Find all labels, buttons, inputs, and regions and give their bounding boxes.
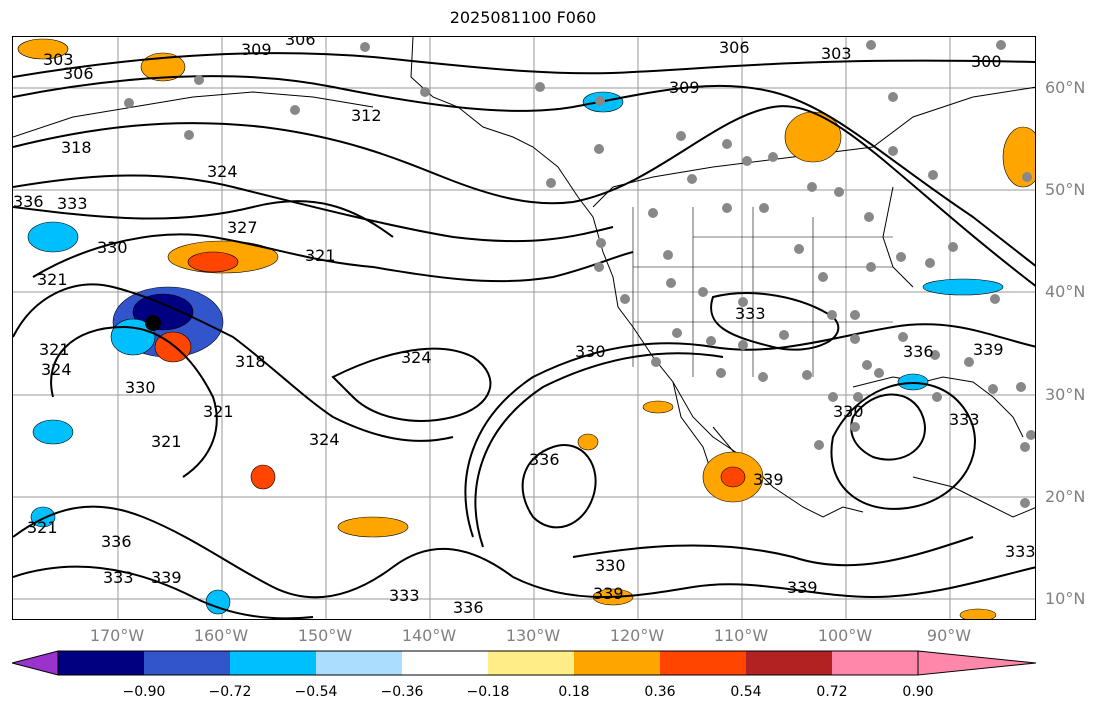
contour-label: 321 — [37, 270, 68, 289]
contour-label: 336 — [13, 192, 44, 211]
contour-label: 330 — [125, 378, 156, 397]
contour-label: 312 — [351, 106, 382, 125]
colorbar — [12, 650, 1036, 676]
contour-label: 336 — [453, 598, 484, 617]
lon-label: 100°W — [817, 626, 873, 645]
contour-label: 333 — [103, 568, 134, 587]
colorbar-swatch — [144, 651, 230, 675]
colorbar-tick: 0.72 — [816, 684, 848, 700]
contour-label: 321 — [39, 340, 70, 359]
lon-label: 90°W — [926, 626, 972, 645]
contour-label: 324 — [309, 430, 340, 449]
lat-label: 50°N — [1045, 180, 1086, 199]
lon-label: 170°W — [89, 626, 145, 645]
contour-label: 333 — [949, 410, 980, 429]
colorbar-tick: 0.36 — [644, 684, 676, 700]
contour-label: 306 — [63, 64, 94, 83]
state-borders — [632, 207, 893, 377]
colorbar-swatch — [488, 651, 574, 675]
colorbar-swatch — [746, 651, 832, 675]
map-panel: 303 306 309 306 306 303 300 309 312 318 … — [12, 36, 1036, 620]
lon-label: 160°W — [193, 626, 249, 645]
colorbar-swatch — [58, 651, 144, 675]
contours — [13, 52, 1035, 619]
lon-label: 120°W — [609, 626, 665, 645]
contour-label: 321 — [203, 402, 234, 421]
contour-label: 318 — [61, 138, 92, 157]
lat-label: 10°N — [1045, 589, 1086, 608]
contour-label: 339 — [753, 470, 784, 489]
contour-label: 303 — [43, 50, 74, 69]
contour-label: 333 — [57, 194, 88, 213]
colorbar-tick: −0.72 — [208, 684, 252, 700]
contour-label: 321 — [151, 432, 182, 451]
contour-label: 333 — [735, 304, 766, 323]
contour-label: 330 — [595, 556, 626, 575]
contour-label: 300 — [971, 52, 1002, 71]
contour-label: 327 — [227, 218, 258, 237]
colorbar-swatch — [316, 651, 402, 675]
colorbar-tick: 0.18 — [558, 684, 590, 700]
contour-label: 309 — [669, 78, 700, 97]
lon-label: 130°W — [505, 626, 561, 645]
contour-label: 330 — [97, 238, 128, 257]
contour-label: 321 — [27, 518, 58, 537]
colorbar-tick: −0.90 — [122, 684, 166, 700]
contour-label: 336 — [101, 532, 132, 551]
colorbar-tick: 0.54 — [730, 684, 762, 700]
lon-label: 110°W — [713, 626, 769, 645]
lat-label: 40°N — [1045, 282, 1086, 301]
contour-label: 324 — [207, 162, 238, 181]
contour-label: 324 — [401, 348, 432, 367]
contour-label: 339 — [151, 568, 182, 587]
colorbar-swatch — [402, 651, 488, 675]
station-dots — [124, 40, 1035, 508]
colorbar-tick: −0.18 — [466, 684, 510, 700]
map-title: 2025081100 F060 — [449, 8, 597, 27]
colorbar-extend-high — [917, 650, 1036, 676]
contour-label: 324 — [41, 360, 72, 379]
contour-label: 321 — [305, 246, 336, 265]
contour-label: 330 — [575, 342, 606, 361]
lat-label: 30°N — [1045, 385, 1086, 404]
contour-label: 336 — [529, 450, 560, 469]
contour-label: 303 — [821, 44, 852, 63]
lon-label: 150°W — [297, 626, 353, 645]
storm-center-marker — [145, 315, 161, 331]
colorbar-swatch — [660, 651, 746, 675]
contour-label: 330 — [833, 402, 864, 421]
contour-label: 333 — [389, 586, 420, 605]
contour-label: 336 — [903, 342, 934, 361]
colorbar-swatch — [574, 651, 660, 675]
contour-label: 318 — [235, 352, 266, 371]
contour-label: 333 — [1005, 542, 1036, 561]
lon-label: 140°W — [401, 626, 457, 645]
contour-label: 309 — [241, 40, 272, 59]
colorbar-tick: −0.54 — [294, 684, 338, 700]
lat-label: 60°N — [1045, 78, 1086, 97]
contour-label: 339 — [973, 340, 1004, 359]
colorbar-tick: −0.36 — [380, 684, 424, 700]
contour-labels: 303 306 309 306 306 303 300 309 312 318 … — [13, 37, 1036, 617]
lat-label: 20°N — [1045, 487, 1086, 506]
colorbar-swatch — [832, 651, 918, 675]
colorbar-tick: 0.90 — [902, 684, 934, 700]
contour-label: 339 — [593, 584, 624, 603]
colorbar-extend-low — [12, 650, 59, 676]
contour-label: 306 — [285, 37, 316, 49]
contour-label: 339 — [787, 578, 818, 597]
map-canvas: 303 306 309 306 306 303 300 309 312 318 … — [13, 37, 1036, 619]
contour-label: 306 — [719, 38, 750, 57]
colorbar-swatch — [230, 651, 316, 675]
